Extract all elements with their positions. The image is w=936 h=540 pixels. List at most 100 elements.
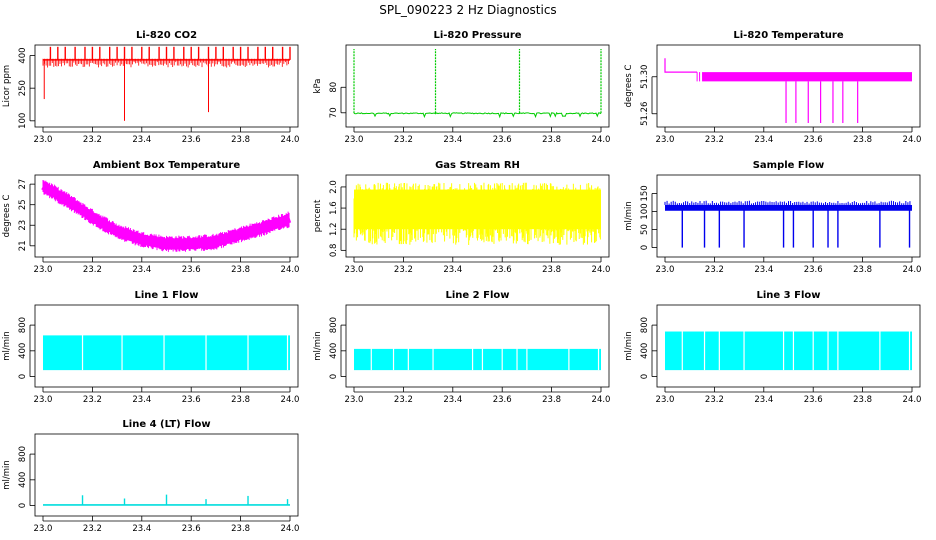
x-axis: 23.0 23.2 23.4 23.6 23.8 24.0 (345, 387, 610, 405)
x-tick-label: 23.0 (34, 524, 53, 534)
x-tick-label: 23.8 (853, 135, 872, 145)
x-tick-label: 23.6 (182, 265, 201, 275)
series-band (354, 348, 601, 371)
x-tick-label: 23.8 (231, 524, 250, 534)
y-tick-label: 23 (18, 220, 28, 231)
y-tick-label: 0 (640, 245, 650, 250)
x-tick-label: 23.8 (542, 395, 561, 405)
plot-frame (34, 304, 299, 388)
y-tick-label: 1.2 (329, 222, 339, 236)
x-tick-label: 24.0 (281, 135, 300, 145)
plot-frame (656, 44, 921, 128)
y-tick-label: 21 (18, 240, 28, 251)
x-tick-label: 23.2 (394, 395, 413, 405)
y-tick-label: 25 (18, 199, 28, 210)
panel-title: Li-820 Pressure (433, 30, 521, 41)
series (353, 49, 602, 119)
y-tick-label: 27 (18, 179, 28, 190)
x-tick-label: 24.0 (592, 135, 611, 145)
y-axis: 0 400 800 (640, 317, 657, 379)
y-axis: 0 400 800 (329, 317, 346, 379)
plot-frame (345, 174, 610, 258)
y-axis-label: degrees C (624, 65, 634, 108)
y-axis: 0.8 1.2 1.6 2.0 (329, 180, 346, 257)
x-tick-label: 23.6 (804, 395, 823, 405)
x-axis: 23.0 23.2 23.4 23.6 23.8 24.0 (345, 257, 610, 275)
series-band (702, 72, 912, 82)
series (43, 333, 290, 371)
x-tick-label: 23.8 (542, 135, 561, 145)
y-axis-label: ml/min (624, 201, 634, 231)
series-band (665, 204, 912, 211)
y-tick-label: 400 (640, 343, 650, 359)
y-axis-label: ml/min (2, 460, 12, 490)
x-tick-label: 23.0 (656, 135, 675, 145)
x-tick-label: 23.6 (182, 135, 201, 145)
series-line (664, 58, 698, 73)
x-tick-label: 23.6 (493, 395, 512, 405)
y-axis-label: degrees C (2, 195, 12, 238)
x-tick-label: 23.4 (443, 135, 462, 145)
y-axis: 51.26 51.30 (640, 65, 657, 126)
y-tick-label: 150 (640, 185, 650, 201)
x-tick-label: 23.4 (132, 524, 151, 534)
series (665, 329, 912, 371)
plot-frame (656, 304, 921, 388)
x-tick-label: 23.8 (853, 395, 872, 405)
series (354, 346, 601, 371)
y-axis: 0 400 800 (18, 317, 35, 379)
x-tick-label: 23.6 (804, 135, 823, 145)
y-tick-label: 800 (18, 446, 28, 462)
x-tick-label: 23.0 (345, 265, 364, 275)
x-tick-label: 23.8 (853, 265, 872, 275)
x-axis: 23.0 23.2 23.4 23.6 23.8 24.0 (34, 127, 300, 145)
x-tick-label: 24.0 (903, 395, 922, 405)
x-tick-label: 23.0 (34, 265, 53, 275)
y-axis-label: percent (313, 199, 323, 232)
y-tick-label: 800 (640, 317, 650, 333)
x-tick-label: 23.2 (83, 135, 102, 145)
y-axis: 70 80 (329, 82, 346, 118)
x-tick-label: 23.0 (34, 395, 53, 405)
x-tick-label: 23.6 (493, 265, 512, 275)
x-tick-label: 24.0 (903, 265, 922, 275)
y-tick-label: 0 (18, 503, 28, 508)
plot-frame (656, 174, 921, 258)
x-tick-label: 23.2 (705, 265, 724, 275)
y-tick-label: 800 (329, 317, 339, 333)
y-tick-label: 50 (640, 224, 650, 235)
y-tick-label: 400 (329, 343, 339, 359)
x-tick-label: 23.4 (443, 265, 462, 275)
x-tick-label: 24.0 (281, 395, 300, 405)
x-tick-label: 23.0 (345, 135, 364, 145)
x-tick-label: 23.6 (493, 135, 512, 145)
plot-frame (34, 44, 299, 128)
x-axis: 23.0 23.2 23.4 23.6 23.8 24.0 (656, 127, 921, 145)
x-tick-label: 23.4 (132, 265, 151, 275)
y-tick-label: 51.30 (640, 65, 650, 89)
y-axis-label: Licor ppm (2, 65, 12, 107)
panel-title: Ambient Box Temperature (93, 160, 240, 171)
y-tick-label: 1.6 (329, 201, 339, 215)
y-axis: 21 23 25 27 (18, 179, 35, 251)
series-noise (42, 179, 290, 252)
x-tick-label: 23.8 (231, 395, 250, 405)
plot-frame (345, 44, 610, 128)
series-line (353, 112, 602, 119)
x-tick-label: 23.4 (754, 265, 773, 275)
x-axis: 23.0 23.2 23.4 23.6 23.8 24.0 (34, 516, 299, 534)
x-tick-label: 23.4 (754, 135, 773, 145)
y-axis-label: ml/min (624, 331, 634, 361)
panel-2: Li-820 Pressure kPa 23.0 23.2 23.4 23.6 23.8 24… (313, 30, 610, 145)
series (353, 182, 601, 245)
y-tick-label: 250 (18, 80, 28, 96)
y-tick-label: 51.26 (640, 102, 650, 126)
panel-7: Line 1 Flow ml/min 23.0 23.2 23.4 23.6 23.8 24.… (2, 290, 299, 405)
y-tick-label: 400 (18, 472, 28, 488)
y-tick-label: 400 (18, 343, 28, 359)
